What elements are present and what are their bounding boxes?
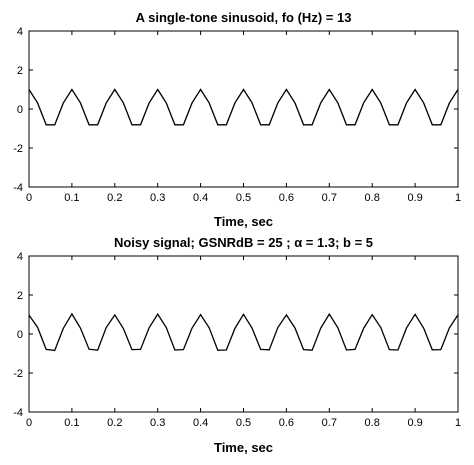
x-tick-label: 0 [26, 192, 32, 204]
y-tick-label: 2 [17, 290, 23, 302]
x-tick-label: 0.8 [365, 192, 380, 204]
x-tick-label: 0.5 [236, 192, 251, 204]
y-tick-label: -2 [13, 368, 23, 380]
x-tick-label: 0.4 [193, 417, 208, 429]
x-tick-label: 0.7 [322, 192, 337, 204]
chart-title: A single-tone sinusoid, fo (Hz) = 13 [136, 10, 352, 25]
x-tick-label: 0.1 [64, 417, 79, 429]
x-tick-label: 0.1 [64, 192, 79, 204]
x-tick-label: 0.5 [236, 417, 251, 429]
y-tick-label: 0 [17, 104, 23, 116]
x-tick-label: 0.6 [279, 417, 294, 429]
x-tick-label: 0.2 [107, 192, 122, 204]
y-tick-label: 4 [17, 251, 23, 263]
x-tick-label: 0.9 [407, 192, 422, 204]
x-tick-label: 0.9 [407, 417, 422, 429]
x-tick-label: 1 [455, 417, 461, 429]
x-axis-label: Time, sec [214, 440, 273, 455]
y-tick-label: 4 [17, 26, 23, 38]
x-tick-label: 0.2 [107, 417, 122, 429]
y-tick-label: -4 [13, 407, 23, 419]
series-line-1 [28, 88, 459, 126]
x-tick-label: 0.3 [150, 192, 165, 204]
subplot-1: A single-tone sinusoid, fo (Hz) = 13 0 0.1… [13, 10, 461, 229]
y-tick-label: 2 [17, 65, 23, 77]
x-tick-label: 1 [455, 192, 461, 204]
x-tick-label: 0.4 [193, 192, 208, 204]
x-tick-label: 0.7 [322, 417, 337, 429]
x-tick-label: 0.8 [365, 417, 380, 429]
axes-frame [28, 255, 459, 413]
axes-frame [28, 30, 459, 188]
y-tick-label: -2 [13, 143, 23, 155]
x-tick-label: 0 [26, 417, 32, 429]
x-axis-label: Time, sec [214, 214, 273, 229]
y-tick-label: 0 [17, 329, 23, 341]
x-tick-label: 0.6 [279, 192, 294, 204]
series-line-1 [28, 312, 459, 352]
x-tick-label: 0.3 [150, 417, 165, 429]
chart-title: Noisy signal; GSNRdB = 25 ; α = 1.3; b =… [114, 235, 373, 250]
y-tick-label: -4 [13, 182, 23, 194]
subplot-2: Noisy signal; GSNRdB = 25 ; α = 1.3; b =… [13, 235, 461, 455]
